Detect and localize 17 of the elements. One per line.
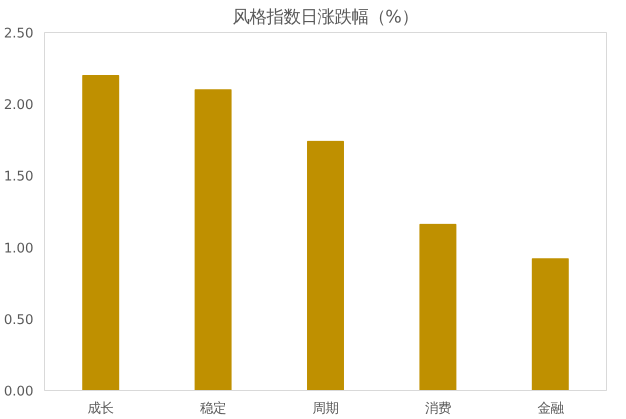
y-tick-label: 0.50 — [4, 312, 34, 328]
bar — [419, 224, 456, 390]
y-tick-label: 0.00 — [4, 384, 34, 400]
x-tick-label: 金融 — [537, 402, 564, 416]
y-tick-label: 1.50 — [4, 170, 34, 185]
y-tick-label: 1.00 — [4, 241, 34, 256]
x-tick-label: 消费 — [424, 402, 451, 416]
x-tick-label: 稳定 — [200, 402, 226, 416]
bar — [194, 89, 232, 390]
chart-title: 风格指数日涨跌幅（%） — [232, 8, 419, 28]
bar — [82, 74, 120, 390]
bar — [307, 140, 344, 390]
y-tick-label: 2.50 — [4, 26, 34, 42]
x-tick-label: 成长 — [88, 402, 114, 416]
y-tick-label: 2.00 — [4, 98, 34, 114]
x-tick-label: 周期 — [312, 402, 338, 416]
bar — [532, 258, 569, 390]
